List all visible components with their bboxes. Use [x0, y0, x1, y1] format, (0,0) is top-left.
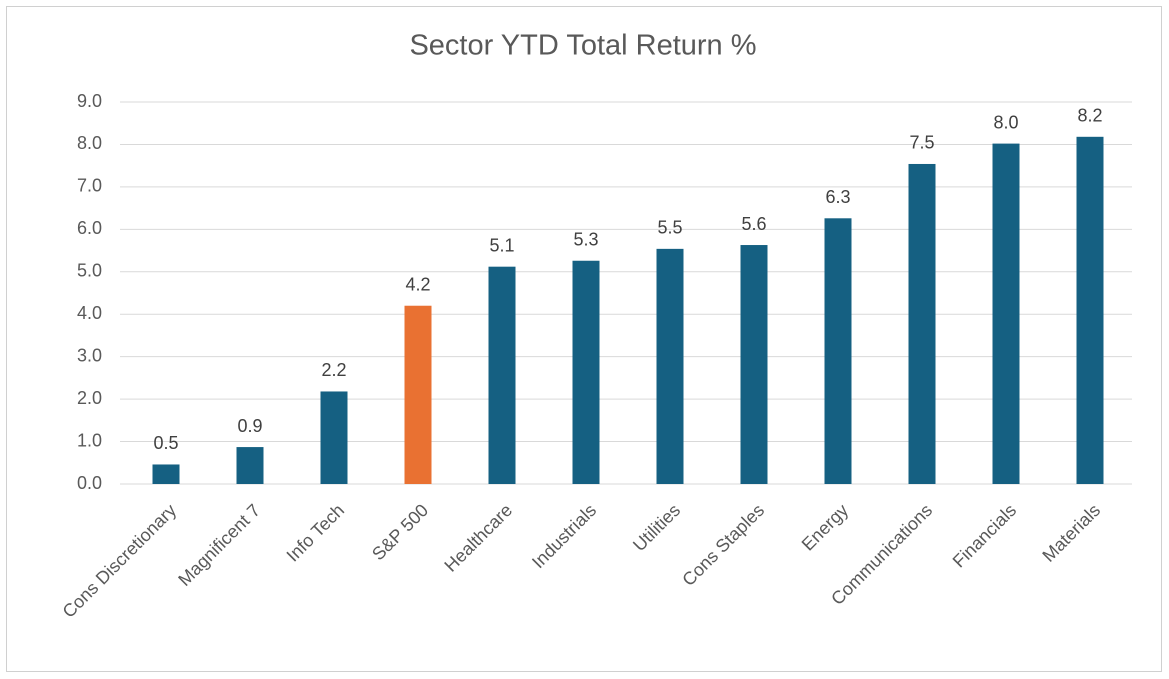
chart-title: Sector YTD Total Return %: [409, 30, 756, 62]
data-label: 4.2: [405, 274, 430, 294]
y-tick-label: 4.0: [77, 303, 102, 323]
data-label: 8.2: [1077, 106, 1102, 126]
bar: [740, 245, 768, 484]
bar: [1076, 136, 1104, 484]
bar: [320, 391, 348, 484]
data-label: 5.6: [741, 214, 766, 234]
bar: [572, 260, 600, 484]
bar: [824, 218, 852, 484]
data-label: 7.5: [909, 133, 934, 153]
data-label: 5.1: [489, 235, 514, 255]
y-tick-label: 7.0: [77, 176, 102, 196]
data-label: 6.3: [825, 187, 850, 207]
bar: [152, 464, 180, 484]
y-tick-label: 5.0: [77, 261, 102, 281]
data-label: 0.5: [153, 433, 178, 453]
y-tick-label: 1.0: [77, 430, 102, 450]
y-tick-label: 6.0: [77, 218, 102, 238]
data-label: 2.2: [321, 360, 346, 380]
data-label: 5.3: [573, 229, 598, 249]
data-label: 0.9: [237, 416, 262, 436]
data-label: 5.5: [657, 218, 682, 238]
bar: [236, 447, 264, 484]
y-tick-label: 9.0: [77, 91, 102, 111]
bar: [656, 248, 684, 484]
bar: [488, 266, 516, 484]
bar: [992, 143, 1020, 484]
data-label: 8.0: [993, 112, 1018, 132]
bar: [908, 163, 936, 485]
y-tick-label: 3.0: [77, 345, 102, 365]
y-tick-label: 0.0: [77, 473, 102, 493]
y-tick-label: 8.0: [77, 133, 102, 153]
y-tick-label: 2.0: [77, 388, 102, 408]
bar: [404, 305, 432, 484]
